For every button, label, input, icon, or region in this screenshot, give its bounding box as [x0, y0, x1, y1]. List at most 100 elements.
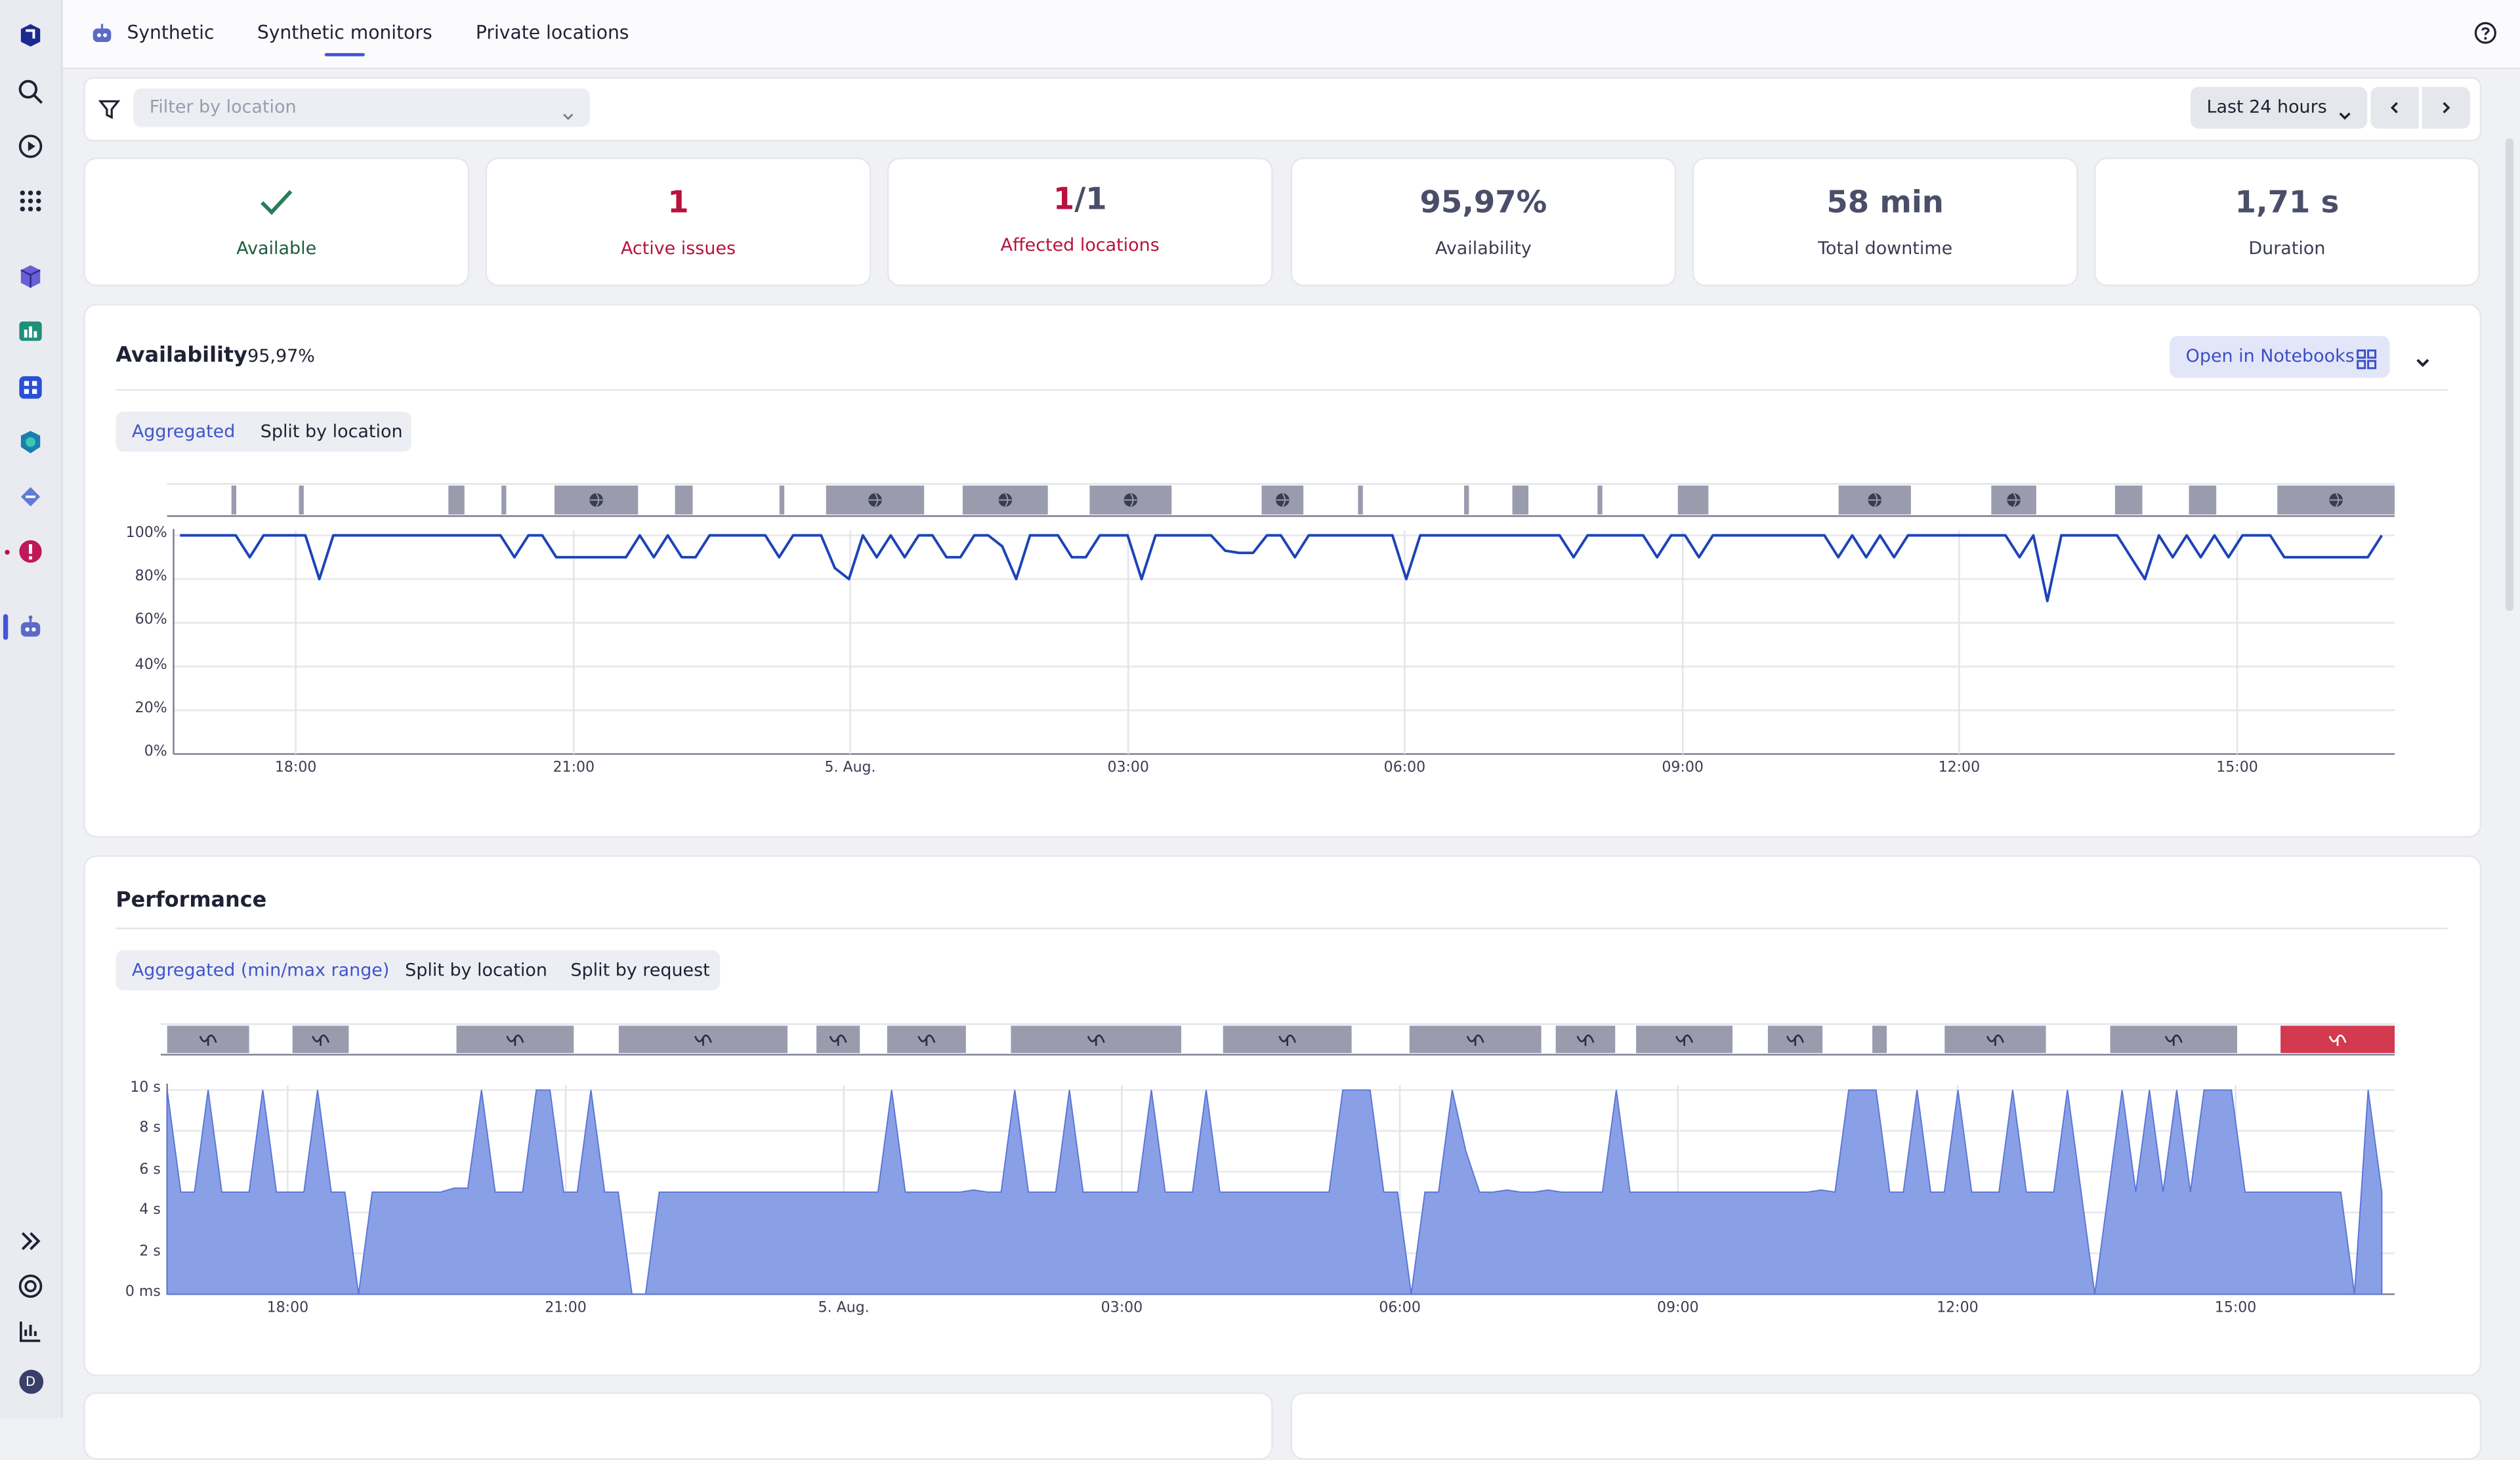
chart-icon[interactable] — [14, 1315, 47, 1347]
chart-app-icon[interactable] — [14, 315, 47, 347]
availability-view-toggle: Aggregated Split by location — [116, 411, 411, 452]
segment-split-by-location[interactable]: Split by location — [260, 421, 403, 442]
event-marker[interactable] — [2189, 485, 2217, 515]
y-tick-label: 8 s — [139, 1121, 161, 1138]
notification-dot — [5, 549, 10, 555]
kpi-active-issues[interactable]: 1 Active issues — [485, 158, 872, 286]
kpi-total-downtime: 58 min Total downtime — [1692, 158, 2078, 286]
location-filter-select[interactable]: Filter by location — [133, 88, 590, 127]
event-marker[interactable] — [299, 485, 304, 515]
help-circle-icon[interactable] — [2473, 21, 2498, 52]
request-icon — [694, 1034, 712, 1046]
kubernetes-app-icon[interactable] — [14, 426, 47, 458]
user-avatar-icon[interactable]: D — [14, 1365, 47, 1397]
duration-area-series[interactable] — [166, 1089, 2383, 1295]
x-tick-label: 18:00 — [274, 760, 317, 777]
segment-split-by-request[interactable]: Split by request — [570, 960, 710, 981]
timeframe-next-button[interactable] — [2422, 87, 2471, 129]
availability-line-series[interactable] — [180, 534, 2384, 603]
top-bar: Synthetic Synthetic monitors Private loc… — [62, 0, 2520, 70]
app-logo-icon[interactable] — [14, 19, 47, 51]
notebooks-icon — [2356, 346, 2377, 377]
event-marker[interactable] — [675, 485, 693, 515]
event-marker[interactable] — [1597, 485, 1603, 515]
event-marker[interactable] — [231, 485, 237, 515]
y-tick-label: 10 s — [130, 1080, 161, 1097]
kpi-duration: 1,71 s Duration — [2094, 158, 2480, 286]
x-tick-label: 12:00 — [1938, 760, 1981, 777]
support-icon[interactable] — [14, 1270, 47, 1302]
kpi-value: 95,97% — [1419, 184, 1547, 221]
x-tick-label: 21:00 — [545, 1300, 587, 1317]
kpi-value-affected: 1 — [1053, 181, 1075, 217]
performance-view-toggle: Aggregated (min/max range) Split by loca… — [116, 950, 721, 991]
segment-aggregated[interactable]: Aggregated — [131, 421, 236, 442]
x-tick-label: 09:00 — [1662, 760, 1704, 777]
tab-synthetic-monitors[interactable]: Synthetic monitors — [257, 20, 432, 56]
avatar-letter: D — [18, 1369, 43, 1394]
kpi-label: Available — [236, 238, 317, 259]
request-icon — [829, 1034, 847, 1046]
x-tick-label: 21:00 — [553, 760, 595, 777]
tab-private-locations[interactable]: Private locations — [475, 20, 629, 44]
y-tick-label: 6 s — [139, 1162, 161, 1178]
y-tick-label: 4 s — [139, 1203, 161, 1219]
event-marker[interactable] — [1464, 485, 1469, 515]
chevron-left-icon — [2390, 102, 2398, 114]
segment-split-by-location[interactable]: Split by location — [405, 960, 547, 981]
globe-icon-lines — [1124, 493, 1137, 507]
request-icon — [1786, 1034, 1805, 1046]
play-circle-icon[interactable] — [14, 130, 47, 162]
timeframe-select[interactable]: Last 24 hours — [2190, 87, 2368, 131]
timeframe-previous-button[interactable] — [2370, 87, 2419, 129]
synthetic-app-icon[interactable] — [14, 611, 47, 643]
event-marker[interactable] — [1677, 485, 1709, 515]
problems-app-icon[interactable] — [14, 536, 47, 568]
location-filter-placeholder: Filter by location — [149, 96, 297, 118]
y-tick-label: 40% — [135, 656, 167, 674]
request-icon — [1087, 1034, 1105, 1046]
page-scrollbar[interactable] — [2505, 138, 2514, 611]
dashboard-app-icon[interactable] — [14, 372, 47, 404]
event-marker[interactable] — [448, 485, 465, 515]
expand-icon[interactable] — [14, 1225, 47, 1257]
request-icon — [199, 1034, 217, 1046]
open-in-notebooks-button[interactable]: Open in Notebooks — [2170, 335, 2390, 378]
app-name[interactable]: Synthetic — [127, 20, 215, 44]
request-icon — [2328, 1034, 2347, 1046]
chevron-right-icon — [2443, 102, 2450, 114]
x-tick-label: 03:00 — [1101, 1300, 1143, 1317]
event-marker[interactable] — [779, 485, 785, 515]
event-marker[interactable] — [2114, 485, 2143, 515]
x-tick-label: 03:00 — [1107, 760, 1149, 777]
event-marker[interactable] — [1358, 485, 1363, 515]
cube-icon[interactable] — [14, 261, 47, 293]
performance-title: Performance — [116, 889, 267, 914]
kpi-label: Availability — [1435, 238, 1532, 259]
globe-icon-lines — [2329, 493, 2343, 507]
event-marker[interactable] — [501, 485, 507, 515]
y-tick-label: 0% — [144, 744, 167, 761]
bottom-card-right — [1290, 1392, 2482, 1460]
availability-card — [83, 303, 2482, 838]
availability-chart — [167, 483, 2395, 755]
kpi-affected-locations[interactable]: 1/1 Affected locations — [887, 158, 1273, 286]
request-icon — [917, 1034, 936, 1046]
kpi-value: 1,71 s — [2235, 184, 2340, 221]
request-icon — [506, 1034, 524, 1046]
y-tick-label: 20% — [135, 700, 167, 717]
collapse-chevron-icon[interactable] — [2414, 347, 2431, 378]
filter-icon[interactable] — [98, 97, 121, 127]
search-icon[interactable] — [14, 75, 47, 108]
chevron-down-icon — [2337, 100, 2353, 131]
x-tick-label: 09:00 — [1656, 1300, 1699, 1317]
synthetic-robot-icon — [90, 21, 114, 52]
kpi-label: Duration — [2248, 238, 2326, 259]
x-tick-label: 06:00 — [1379, 1300, 1421, 1317]
transfer-app-icon[interactable] — [14, 481, 47, 513]
event-marker[interactable] — [1872, 1025, 1887, 1054]
globe-icon-lines — [1868, 493, 1881, 507]
segment-aggregated-range[interactable]: Aggregated (min/max range) — [131, 960, 390, 981]
apps-grid-icon[interactable] — [14, 185, 47, 217]
event-marker[interactable] — [1512, 485, 1528, 515]
